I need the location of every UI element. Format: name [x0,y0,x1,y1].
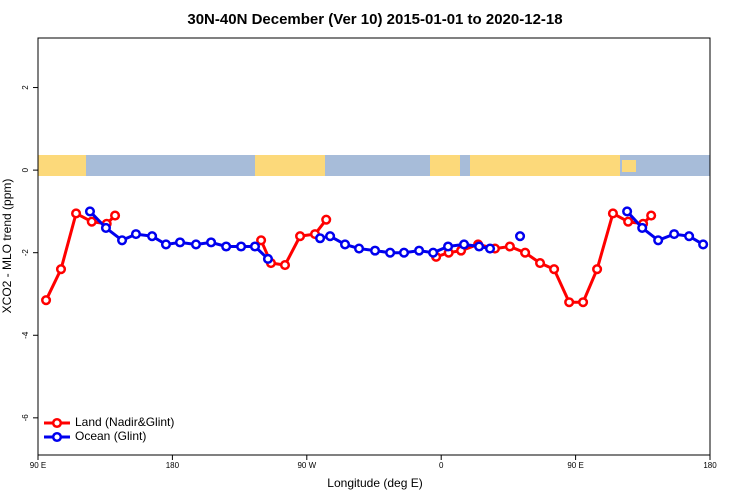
x-tick-label: 90 E [30,461,46,470]
data-point [147,231,158,242]
x-axis-label: Longitude (deg E) [327,476,422,490]
x-tick-label: 90 W [297,461,316,470]
data-point [474,241,485,252]
data-point [100,222,111,233]
x-tick-label: 90 E [567,461,583,470]
data-point [653,235,664,246]
plot-frame [37,37,711,456]
data-point [339,239,351,250]
data-point [684,231,695,242]
data-point [160,239,172,250]
data-point [71,208,82,219]
data-point [484,243,496,254]
data-point [458,239,470,250]
data-point [221,241,232,252]
x-tick-label: 0 [439,461,444,470]
data-point [321,214,332,225]
data-point [514,231,526,242]
y-tick-label: -4 [21,331,30,339]
data-point [256,235,267,246]
data-point [117,235,128,246]
data-point [41,295,52,306]
data-point [398,247,410,258]
data-point [279,260,291,271]
data-point [110,210,121,221]
data-point [504,241,515,252]
data-point [354,243,365,254]
y-tick-label: 0 [21,167,30,172]
legend-label: Land (Nadir&Glint) [75,415,174,429]
data-point [262,253,274,264]
data-point [55,264,67,275]
y-axis-label: XCO2 - MLO trend (ppm) [0,179,14,314]
data-point [443,241,454,252]
data-point [369,245,381,256]
data-point [236,241,247,252]
data-point [698,239,709,250]
data-point [607,208,618,219]
data-point [646,210,657,221]
legend-label: Ocean (Glint) [75,429,146,443]
y-tick-label: -6 [21,414,30,422]
legend-marker [51,417,63,429]
data-point [564,297,575,308]
y-tick-label: -2 [21,249,30,257]
legend-marker [51,431,63,443]
legend: Land (Nadir&Glint)Ocean (Glint) [44,415,174,443]
data-point [414,245,425,256]
data-point [578,297,589,308]
data-point [86,216,97,227]
chart-title: 30N-40N December (Ver 10) 2015-01-01 to … [187,11,562,28]
data-point [637,222,648,233]
data-point [206,237,217,248]
data-point [295,231,306,242]
data-point [623,216,634,227]
data-point [592,264,603,275]
data-point [520,247,531,258]
map-strip [38,155,710,176]
data-point [622,206,633,217]
y-tick-label: 2 [21,85,30,90]
data-point [130,229,142,240]
data-point [535,257,546,269]
data-point [549,264,560,275]
data-point [84,206,96,217]
x-tick-label: 180 [166,461,180,470]
data-point [315,233,326,244]
data-point [385,247,396,258]
data-point [325,231,336,242]
data-point [428,247,439,258]
data-point [174,237,186,248]
data-point [249,241,261,252]
x-tick-label: 180 [703,461,717,470]
series-line [435,211,653,304]
data-point [190,239,202,250]
data-point [669,229,680,240]
